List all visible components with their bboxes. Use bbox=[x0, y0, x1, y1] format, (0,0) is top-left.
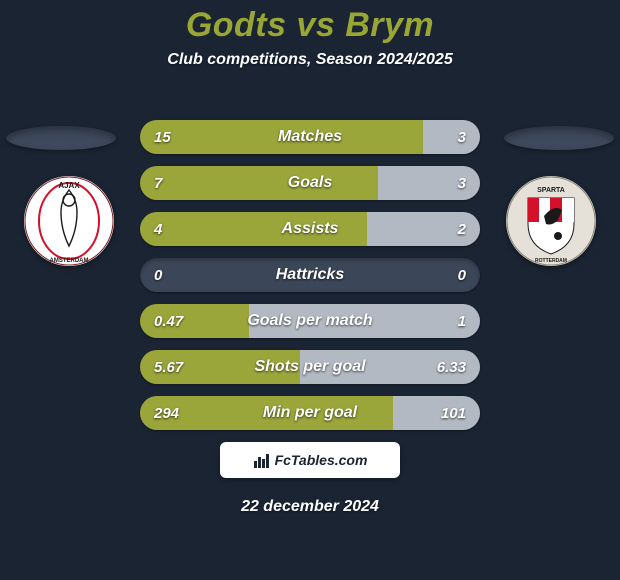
stat-label: Hattricks bbox=[140, 258, 480, 292]
stat-value-right: 3 bbox=[458, 120, 466, 154]
site-name: FcTables.com bbox=[275, 452, 368, 468]
badge-left-label-top: AJAX bbox=[58, 181, 80, 190]
stat-value-right: 1 bbox=[458, 304, 466, 338]
stat-row: 7 3Goals bbox=[140, 166, 480, 200]
sparta-crest-icon: SPARTA ROTTERDAM bbox=[506, 176, 596, 266]
stat-value-left: 294 bbox=[154, 396, 179, 430]
stat-value-left: 4 bbox=[154, 212, 162, 246]
stat-value-left: 0.47 bbox=[154, 304, 183, 338]
badge-shadow-right bbox=[504, 126, 614, 150]
stat-label: Goals bbox=[140, 166, 480, 200]
club-badge-left: AJAX AMSTERDAM bbox=[24, 176, 114, 266]
page-title: Godts vs Brym bbox=[0, 0, 620, 45]
stat-row: 0.47 1Goals per match bbox=[140, 304, 480, 338]
stat-label: Assists bbox=[140, 212, 480, 246]
stat-row: 15 3Matches bbox=[140, 120, 480, 154]
stat-rows: 153Matches73Goals42Assists00Hattricks0.4… bbox=[140, 120, 480, 442]
stat-value-left: 5.67 bbox=[154, 350, 183, 384]
stat-value-right: 101 bbox=[441, 396, 466, 430]
badge-right-label-bottom: ROTTERDAM bbox=[535, 258, 567, 264]
stat-value-left: 7 bbox=[154, 166, 162, 200]
stat-row: 5.67 6.33Shots per goal bbox=[140, 350, 480, 384]
stat-label: Min per goal bbox=[140, 396, 480, 430]
stat-value-right: 6.33 bbox=[437, 350, 466, 384]
stat-value-right: 0 bbox=[458, 258, 466, 292]
stat-row: 0 0Hattricks bbox=[140, 258, 480, 292]
stat-value-left: 0 bbox=[154, 258, 162, 292]
badge-right-label-top: SPARTA bbox=[537, 187, 565, 194]
badge-left-label-bottom: AMSTERDAM bbox=[50, 258, 89, 264]
footer-date: 22 december 2024 bbox=[0, 498, 620, 516]
stat-value-right: 3 bbox=[458, 166, 466, 200]
club-badge-right: SPARTA ROTTERDAM bbox=[506, 176, 596, 266]
stat-label: Matches bbox=[140, 120, 480, 154]
stat-label: Goals per match bbox=[140, 304, 480, 338]
comparison-infographic: Godts vs Brym Club competitions, Season … bbox=[0, 0, 620, 580]
stat-row: 294 101Min per goal bbox=[140, 396, 480, 430]
site-badge: FcTables.com bbox=[220, 442, 400, 478]
stat-value-right: 2 bbox=[458, 212, 466, 246]
ajax-crest-icon: AJAX AMSTERDAM bbox=[24, 176, 114, 266]
stat-row: 4 2Assists bbox=[140, 212, 480, 246]
bar-chart-icon bbox=[253, 451, 271, 469]
stat-value-left: 15 bbox=[154, 120, 171, 154]
badge-shadow-left bbox=[6, 126, 116, 150]
stat-label: Shots per goal bbox=[140, 350, 480, 384]
subtitle: Club competitions, Season 2024/2025 bbox=[0, 51, 620, 69]
